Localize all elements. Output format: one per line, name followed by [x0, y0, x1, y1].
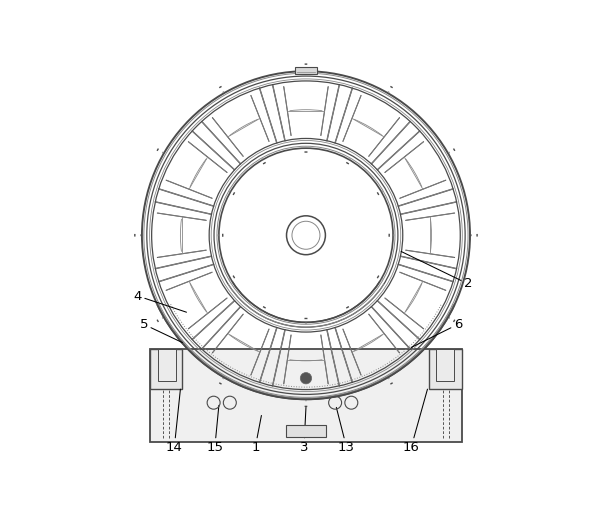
- Text: 2: 2: [401, 251, 472, 290]
- Text: 13: 13: [336, 407, 355, 453]
- Text: 6: 6: [411, 318, 462, 348]
- Text: 16: 16: [403, 389, 427, 453]
- Text: 5: 5: [140, 318, 183, 342]
- Bar: [150, 349, 183, 389]
- Bar: [286, 425, 326, 437]
- Text: 14: 14: [166, 389, 183, 453]
- Text: 3: 3: [300, 407, 308, 453]
- Text: 4: 4: [134, 289, 186, 312]
- Bar: [295, 67, 317, 75]
- Bar: [158, 349, 176, 381]
- Bar: [150, 349, 462, 442]
- Bar: [429, 349, 462, 389]
- Bar: [436, 349, 454, 381]
- Text: 1: 1: [251, 416, 261, 453]
- Text: 15: 15: [207, 406, 223, 453]
- Circle shape: [300, 372, 312, 384]
